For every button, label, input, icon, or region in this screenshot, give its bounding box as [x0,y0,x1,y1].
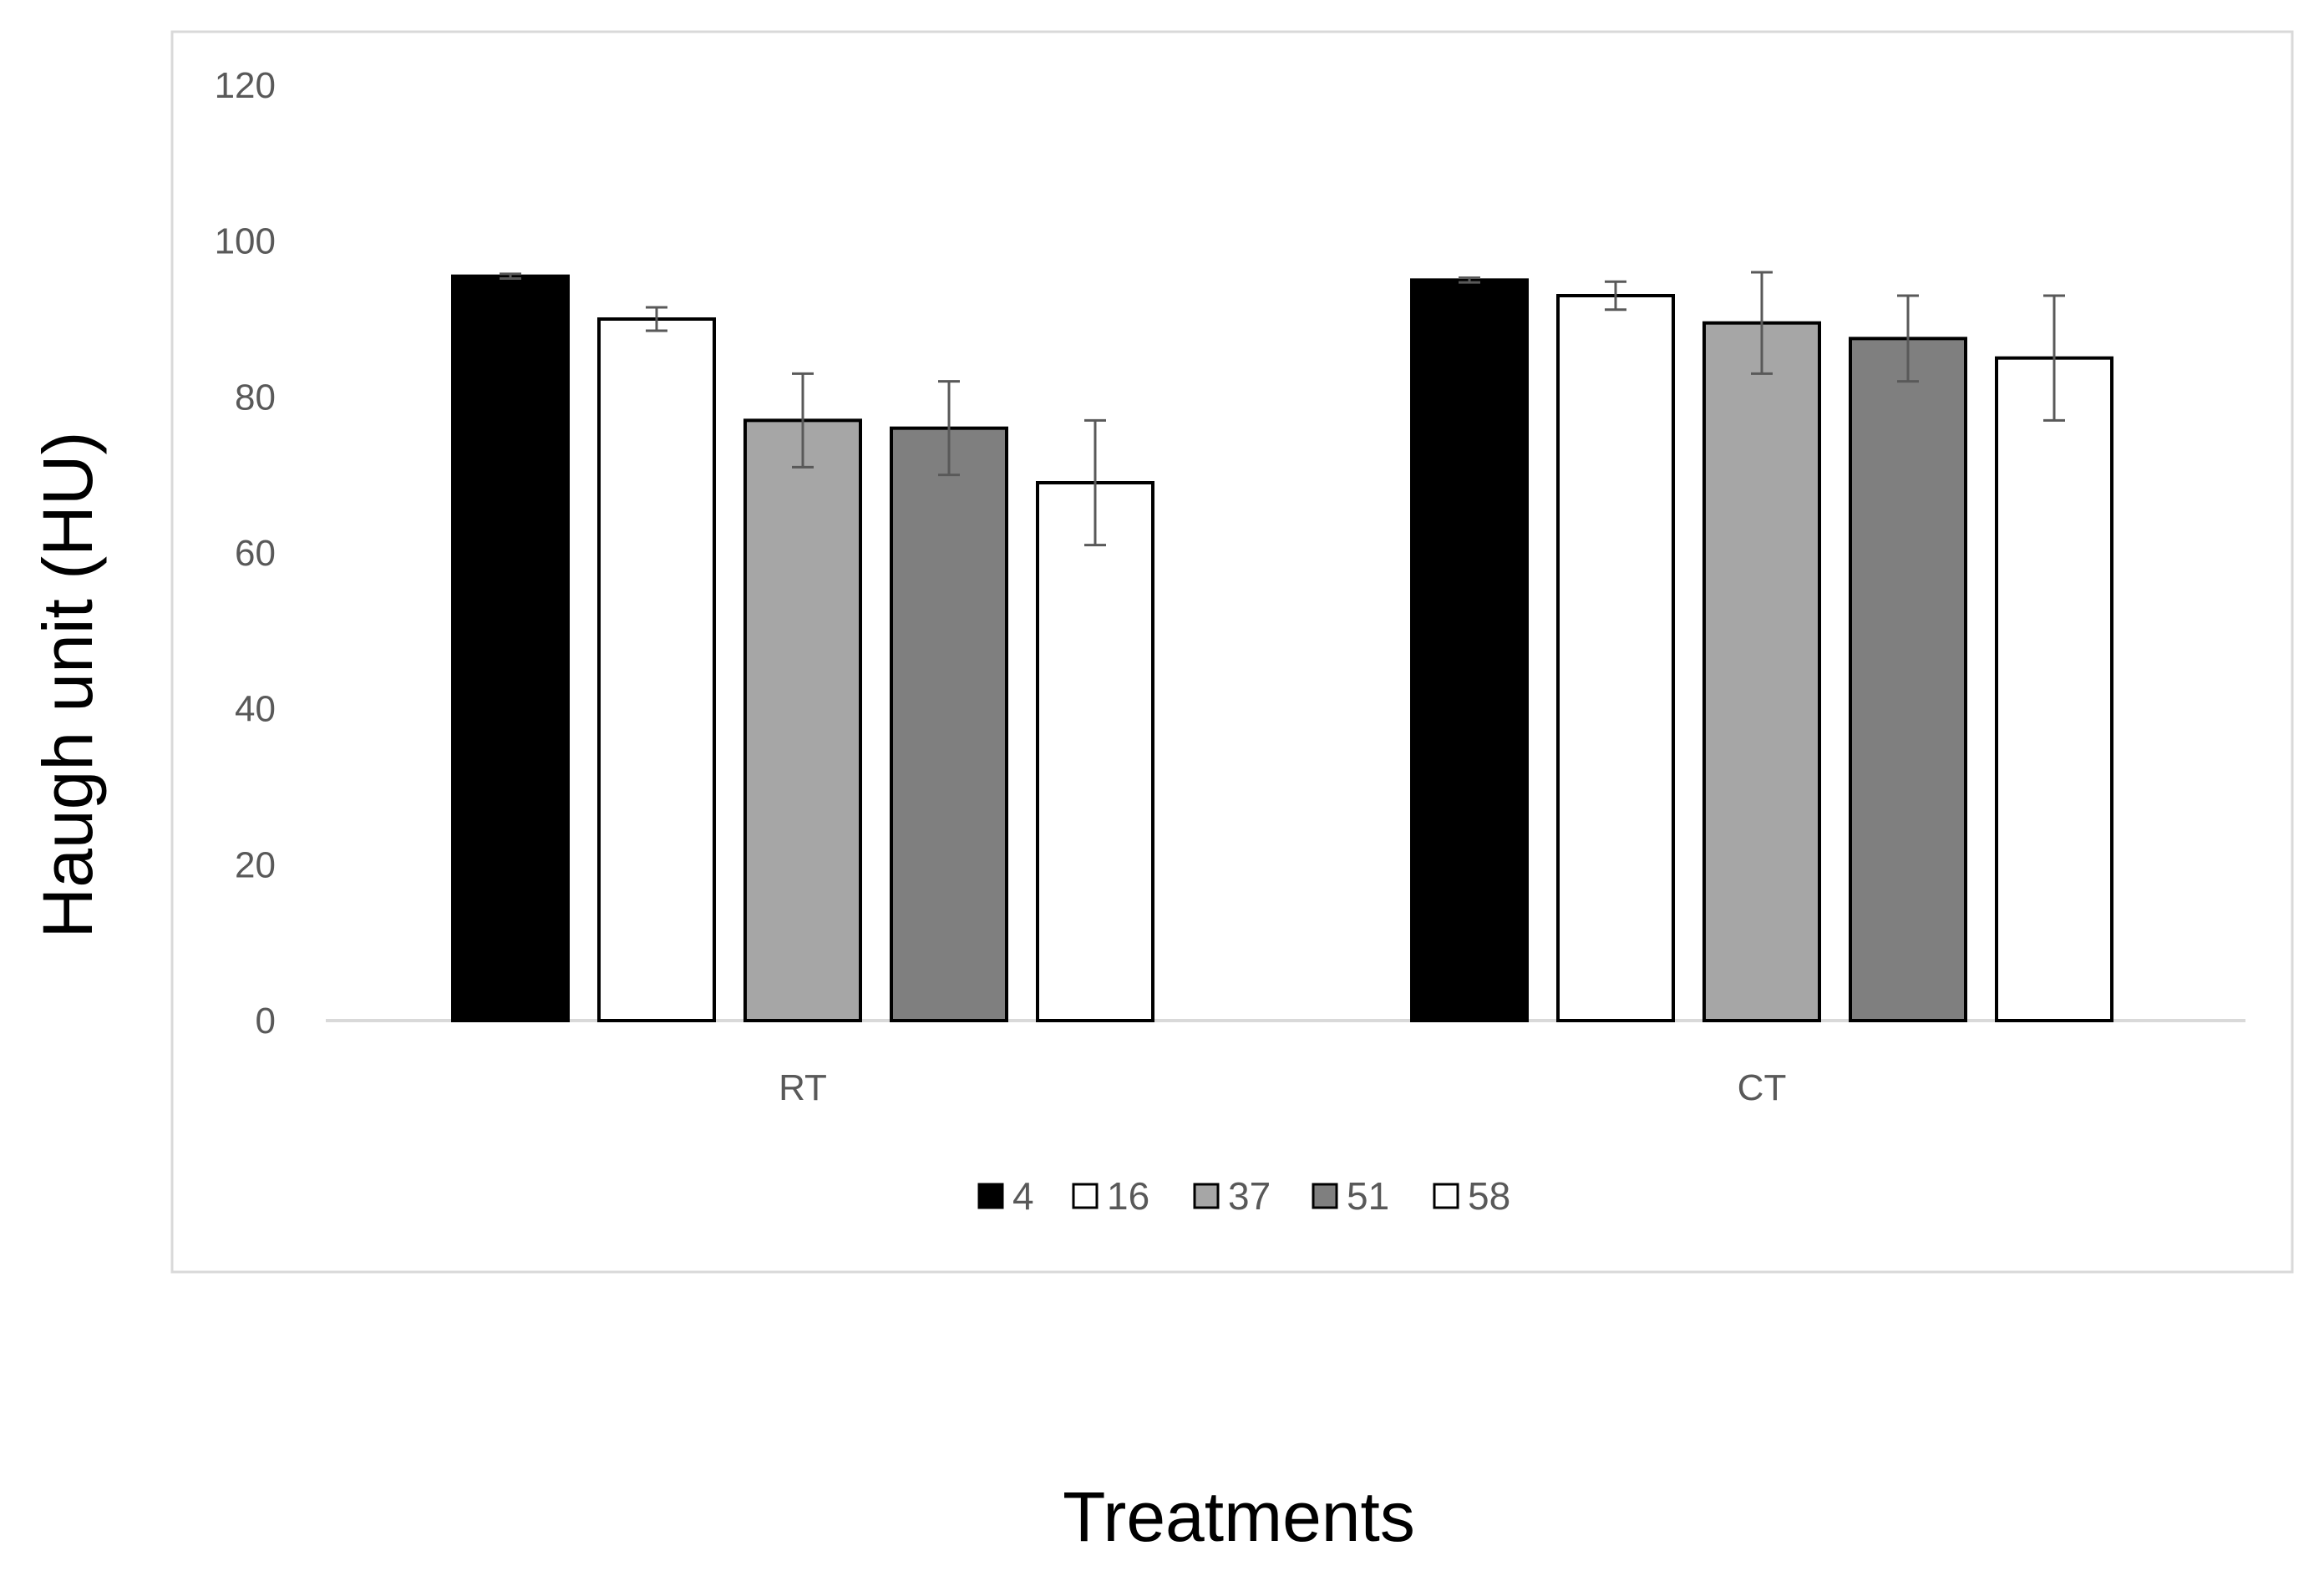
bar-rt-16 [597,317,716,1022]
category-label-rt: RT [779,1067,827,1108]
bar-rt-51 [890,426,1008,1022]
legend-swatch-16 [1072,1183,1099,1209]
bar-rt-37 [743,418,862,1023]
x-axis-title: Treatments [1063,1477,1415,1556]
bar-ct-4 [1410,278,1529,1023]
legend-swatch-58 [1433,1183,1459,1209]
legend: 4 16 37 51 58 [977,1174,1510,1218]
legend-label-16: 16 [1107,1174,1149,1218]
legend-swatch-37 [1193,1183,1220,1209]
bars [451,274,2113,1023]
y-axis-ticks: 0 20 40 60 80 100 120 [215,65,276,1041]
y-tick-label: 120 [215,65,276,106]
bar-ct-37 [1702,321,1821,1022]
bar-rt-58 [1036,481,1154,1022]
error-bars [500,271,2065,547]
y-tick-label: 20 [235,844,276,885]
legend-label-4: 4 [1012,1174,1034,1218]
category-label-ct: CT [1738,1067,1787,1108]
bar-ct-16 [1556,294,1675,1022]
bar-ct-51 [1849,337,1967,1023]
category-labels: RT CT [779,1067,1786,1108]
bar-rt-4 [451,274,570,1022]
y-tick-label: 100 [215,221,276,262]
legend-label-37: 37 [1228,1174,1271,1218]
y-tick-label: 80 [235,377,276,418]
bar-ct-58 [1995,356,2113,1022]
legend-swatch-51 [1312,1183,1338,1209]
y-tick-label: 40 [235,689,276,730]
legend-swatch-4 [977,1183,1004,1209]
y-axis-title: Haugh unit (HU) [28,432,107,939]
y-tick-label: 60 [235,533,276,574]
y-tick-label: 0 [256,1001,276,1041]
legend-label-58: 58 [1468,1174,1510,1218]
legend-label-51: 51 [1347,1174,1389,1218]
